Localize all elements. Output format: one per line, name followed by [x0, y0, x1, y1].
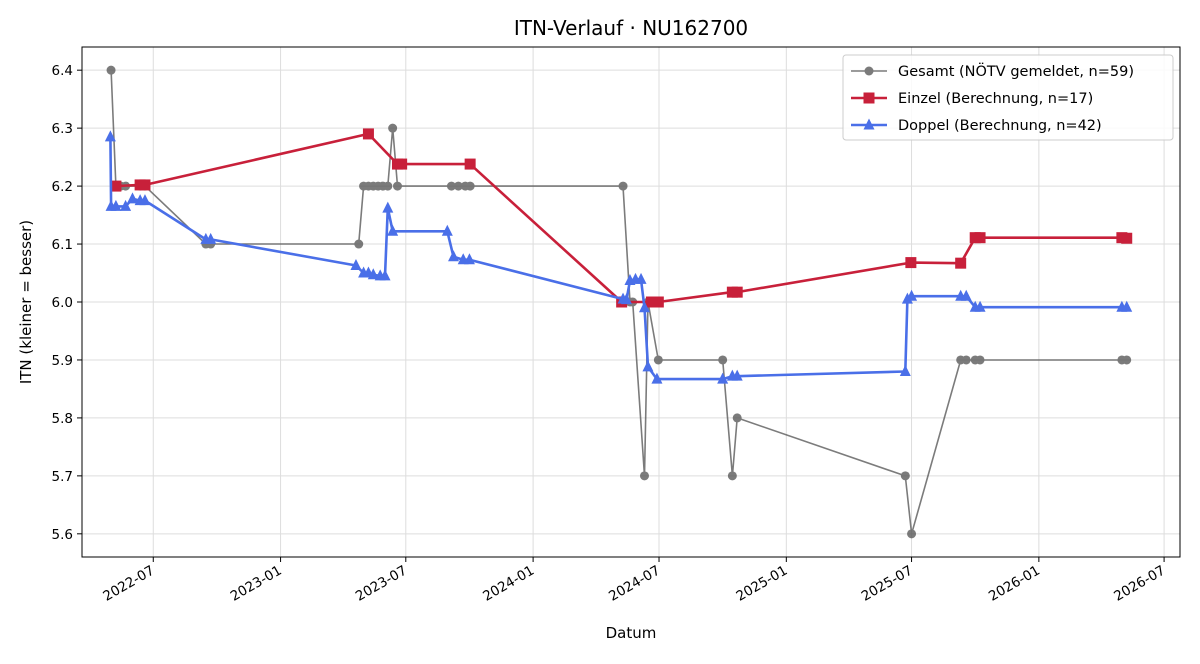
- data-point-einzel: [905, 257, 917, 269]
- data-point-doppel: [367, 268, 379, 280]
- data-point-doppel: [441, 224, 453, 236]
- y-axis-label: ITN (kleiner = besser): [17, 220, 35, 384]
- x-tick-label: 2023-01: [228, 563, 285, 605]
- legend-label: Doppel (Berechnung, n=42): [898, 118, 1102, 134]
- data-point-einzel: [464, 158, 476, 170]
- legend: Gesamt (NÖTV gemeldet, n=59) Einzel (Bere…: [842, 54, 1174, 141]
- y-tick-label: 6.0: [52, 295, 73, 311]
- data-point-gesamt: [639, 471, 649, 481]
- data-point-gesamt: [732, 413, 742, 423]
- data-point-doppel: [651, 372, 663, 384]
- legend-marker: [864, 66, 874, 76]
- data-point-doppel: [960, 289, 972, 301]
- y-tick-label: 6.4: [52, 63, 73, 79]
- data-point-einzel: [645, 296, 657, 308]
- data-point-doppel: [379, 269, 391, 281]
- x-tick-label: 2025-07: [859, 563, 916, 605]
- series-gesamt: [106, 65, 1132, 539]
- y-tick-label: 5.6: [52, 527, 73, 543]
- data-point-gesamt: [106, 65, 116, 75]
- data-point-gesamt: [961, 355, 971, 365]
- data-point-einzel: [731, 286, 743, 298]
- data-point-doppel: [104, 130, 116, 142]
- data-point-einzel: [1121, 232, 1133, 244]
- data-point-doppel: [638, 301, 650, 313]
- y-tick-label: 6.1: [52, 237, 73, 253]
- y-tick-label: 5.8: [52, 411, 73, 427]
- legend-item-gesamt: [851, 66, 887, 76]
- series-doppel: [104, 130, 1133, 384]
- data-point-doppel: [621, 293, 633, 305]
- data-point-doppel: [127, 192, 139, 204]
- legend-label: Gesamt (NÖTV gemeldet, n=59): [898, 62, 1134, 80]
- data-point-gesamt: [392, 181, 402, 191]
- data-point-gesamt: [383, 181, 393, 191]
- data-point-doppel: [110, 199, 122, 211]
- data-point-doppel: [448, 250, 460, 262]
- x-tick-label: 2024-01: [480, 563, 537, 605]
- x-tick-label: 2026-07: [1111, 563, 1168, 605]
- legend-marker: [863, 118, 875, 130]
- y-tick-label: 6.2: [52, 179, 73, 195]
- legend-label: Einzel (Berechnung, n=17): [898, 91, 1093, 107]
- data-point-einzel: [974, 232, 986, 244]
- x-axis-label: Datum: [606, 624, 657, 642]
- data-point-gesamt: [446, 181, 456, 191]
- data-point-gesamt: [727, 471, 737, 481]
- legend-marker: [863, 92, 875, 104]
- series-layer: [104, 65, 1133, 539]
- data-point-doppel: [974, 300, 986, 312]
- chart-title: ITN-Verlauf · NU162700: [514, 16, 748, 40]
- data-point-gesamt: [618, 181, 628, 191]
- data-point-gesamt: [453, 181, 463, 191]
- data-point-einzel: [362, 128, 374, 140]
- x-tick-label: 2025-01: [733, 563, 790, 605]
- y-tick-label: 5.9: [52, 353, 73, 369]
- data-point-gesamt: [975, 355, 985, 365]
- data-point-doppel: [731, 369, 743, 381]
- data-point-einzel: [139, 179, 151, 191]
- data-point-doppel: [382, 201, 394, 213]
- data-point-doppel: [205, 232, 217, 244]
- data-point-doppel: [635, 272, 647, 284]
- data-point-doppel: [350, 258, 362, 270]
- data-point-gesamt: [900, 471, 910, 481]
- data-point-einzel: [652, 296, 664, 308]
- y-tick-label: 5.7: [52, 469, 73, 485]
- data-point-doppel: [717, 372, 729, 384]
- legend-item-doppel: [851, 118, 887, 130]
- data-point-einzel: [955, 257, 967, 269]
- data-point-doppel: [463, 253, 475, 265]
- data-point-doppel: [120, 199, 132, 211]
- x-axis: 2022-07 2023-01 2023-07 2024-01 2024-07 2025-…: [100, 557, 1168, 605]
- data-point-gesamt: [907, 529, 917, 539]
- legend-item-einzel: [851, 92, 887, 104]
- x-tick-label: 2026-01: [986, 563, 1043, 605]
- data-point-doppel: [642, 360, 654, 372]
- data-point-doppel: [387, 224, 399, 236]
- data-point-doppel: [906, 289, 918, 301]
- data-point-gesamt: [718, 355, 728, 365]
- data-point-einzel: [396, 158, 408, 170]
- legend-box: [842, 54, 1174, 141]
- y-tick-label: 6.3: [52, 121, 73, 137]
- data-point-gesamt: [354, 239, 364, 249]
- x-tick-label: 2023-07: [353, 563, 410, 605]
- data-point-doppel: [139, 194, 151, 206]
- data-point-doppel: [1121, 300, 1133, 312]
- data-point-einzel: [110, 180, 122, 192]
- x-tick-label: 2022-07: [100, 563, 157, 605]
- x-tick-label: 2024-07: [606, 563, 663, 605]
- data-point-gesamt: [465, 181, 475, 191]
- data-point-gesamt: [1122, 355, 1132, 365]
- data-point-gesamt: [653, 355, 663, 365]
- data-point-gesamt: [388, 123, 398, 133]
- data-point-doppel: [899, 365, 911, 377]
- y-axis: 5.6 5.7 5.8 5.9 6.0 6.1 6.2 6.3 6.4: [52, 63, 82, 543]
